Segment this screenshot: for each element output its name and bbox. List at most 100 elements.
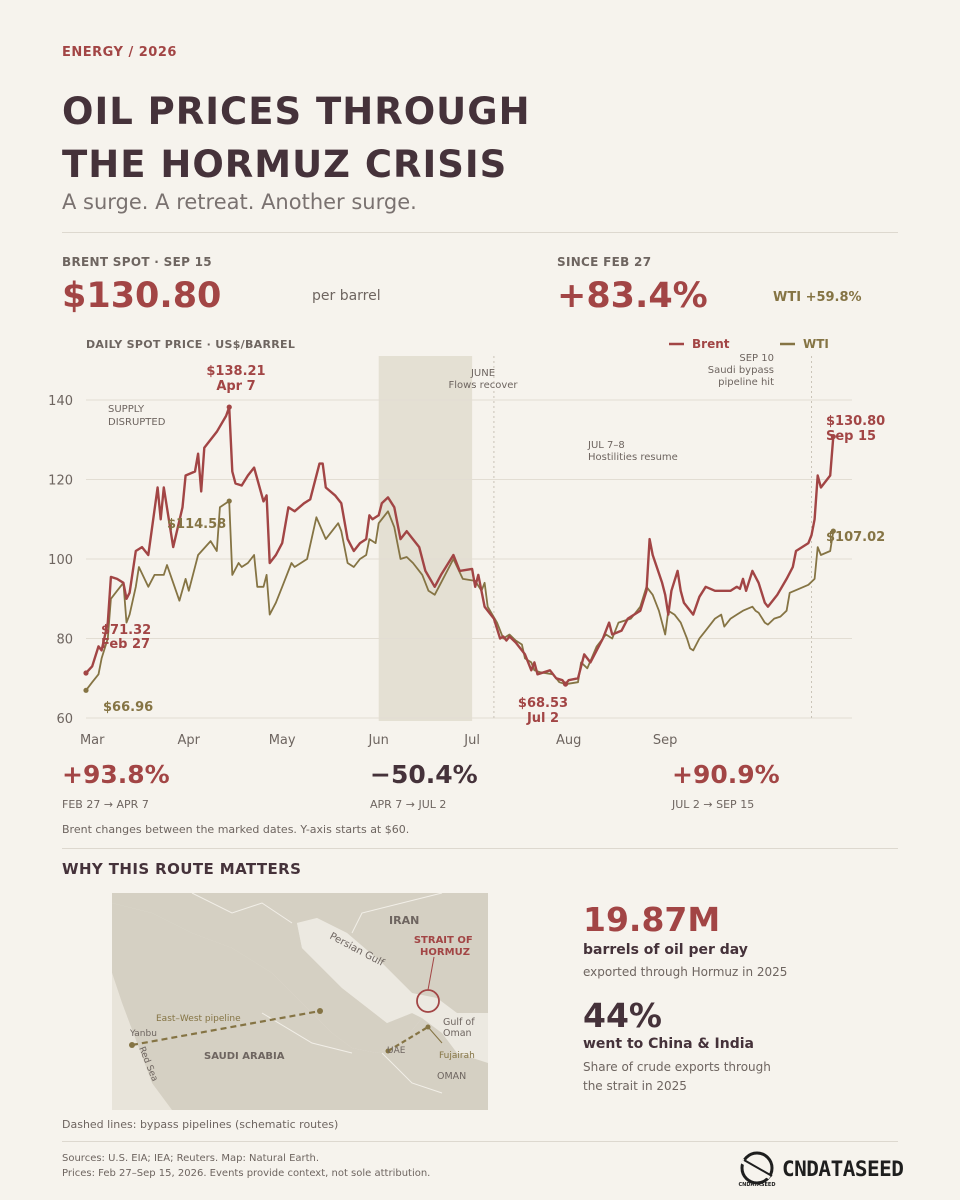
x-tick-label: Jul [463,733,480,748]
label-saudi: SAUDI ARABIA [204,1051,285,1062]
map-red-sea [112,973,167,1110]
share-stat-value: 44% [583,996,662,1035]
change-2-range: APR 7 → JUL 2 [370,798,447,811]
subtitle: A surge. A retreat. Another surge. [62,190,417,214]
title-line-2: THE HORMUZ CRISIS [62,143,508,186]
x-tick-label: Jun [368,733,389,748]
label-gulf-oman-line: Gulf of [443,1017,475,1028]
map-land [112,893,488,1110]
since-label: SINCE FEB 27 [557,255,652,269]
pipeline-end-dot [317,1008,323,1014]
y-tick-label: 60 [56,712,73,727]
annotation-june-title: JUNE [470,368,495,379]
logo-small-text: CNDATASEED [739,1182,776,1188]
brent-end-dot [830,433,836,440]
brent-low-price: $68.53 [518,696,568,711]
hormuz-map: IRAN Persian Gulf STRAIT OF HORMUZ Gulf … [112,893,488,1110]
change-2-value: −50.4% [370,760,478,789]
annotation-sep: SEP 10 [739,353,774,364]
legend: Brent WTI [669,337,829,351]
brent-end-date: Sep 15 [826,429,876,444]
barrels-stat-value: 19.87M [583,900,721,939]
strait-leader [427,956,435,991]
wti-change: WTI +59.8% [773,290,862,305]
title-line-1: OIL PRICES THROUGH [62,90,531,133]
wti-peak-price: $114.58 [167,517,226,532]
brent-start-price: $71.32 [101,623,151,638]
annotation-sep: Saudi bypass [708,365,774,376]
logo-text: CNDATASEED [782,1157,904,1181]
brent-start-dot [83,670,89,676]
prices-note: Prices: Feb 27–Sep 15, 2026. Events prov… [62,1168,431,1179]
uae-dot [385,1048,391,1054]
brent-end-price: $130.80 [826,414,885,429]
brent-low-date: Jul 2 [526,711,559,726]
brent-start-date: Feb 27 [101,637,150,652]
label-gulf-oman-line: Oman [443,1028,472,1039]
page-title: OIL PRICES THROUGH THE HORMUZ CRISIS [62,85,531,191]
price-chart: DAILY SPOT PRICE · US$/BARREL Brent WTI … [48,337,885,748]
map-arabia [112,903,488,1110]
map-borders [191,893,443,1094]
wti-start-price: $66.96 [103,700,153,715]
fujairah-leader [427,1026,443,1044]
x-tick-label: Mar [80,733,105,748]
brent-peak-price: $138.21 [206,364,265,379]
brand-logo: CNDATASEED CNDATASEED [738,1149,904,1189]
divider [62,232,898,233]
june-shade [378,356,473,721]
map-note: Dashed lines: bypass pipelines (schemati… [62,1118,339,1131]
divider [62,848,898,849]
pipeline-east-west [129,1008,323,1048]
barrels-stat-sub: exported through Hormuz in 2025 [583,965,788,979]
share-stat-sub: Share of crude exports through the strai… [583,1060,771,1093]
label-iran: IRAN [389,914,419,927]
brent-low-dot [562,681,569,687]
label-strait: STRAIT OF HORMUZ [414,935,476,958]
chart-note: Brent changes between the marked dates. … [62,823,410,836]
annotation-july: JUL 7–8 [587,440,625,451]
yanbu-dot [129,1042,135,1048]
label-oman: OMAN [437,1071,466,1082]
label-fujairah: Fujairah [439,1051,475,1061]
kicker: ENERGY / 2026 [62,45,177,60]
brent-spot-label: BRENT SPOT · SEP 15 [62,255,212,269]
change-1-value: +93.8% [62,760,170,789]
wti-peak-dot [226,498,232,504]
pipeline-line [131,1009,321,1047]
barrels-stat-label: barrels of oil per day [583,942,748,958]
y-tick-label: 80 [56,633,73,648]
map-gulf-of-oman [422,998,488,1063]
logo-mark-icon: CNDATASEED [739,1151,776,1188]
map-persian-gulf [297,918,437,1023]
section-title: WHY THIS ROUTE MATTERS [62,860,302,878]
annotation-sep: pipeline hit [718,377,774,388]
legend-brent: Brent [692,337,730,351]
y-tick-label: 140 [48,394,73,409]
label-yanbu: Yanbu [129,1029,157,1039]
y-tick-label: 120 [48,474,73,489]
change-1-range: FEB 27 → APR 7 [62,798,149,811]
label-strait-line: STRAIT OF [414,935,473,946]
divider [62,1141,898,1142]
x-tick-label: Sep [653,733,678,748]
wti-start-dot [83,687,89,693]
pipeline-uae [385,1024,443,1054]
x-tick-label: May [269,733,296,748]
brent-peak-dot [226,404,232,410]
series-line-brent [85,405,835,686]
annotation-july: Hostilities resume [588,452,678,463]
annotation-supply: SUPPLY [108,404,145,415]
chart-title: DAILY SPOT PRICE · US$/BARREL [86,338,295,351]
label-gulf-of-oman: Gulf of Oman [443,1017,478,1039]
change-3-value: +90.9% [672,760,780,789]
change-3-range: JUL 2 → SEP 15 [672,798,755,811]
brent-peak-date: Apr 7 [216,379,255,394]
brent-unit: per barrel [312,288,381,304]
wti-end-dot [830,528,836,534]
share-stat-label: went to China & India [583,1036,755,1052]
y-tick-label: 100 [48,553,73,568]
label-strait-line: HORMUZ [420,947,470,958]
annotation-supply: DISRUPTED [108,417,166,428]
annotation-june-sub: Flows recover [448,380,518,391]
